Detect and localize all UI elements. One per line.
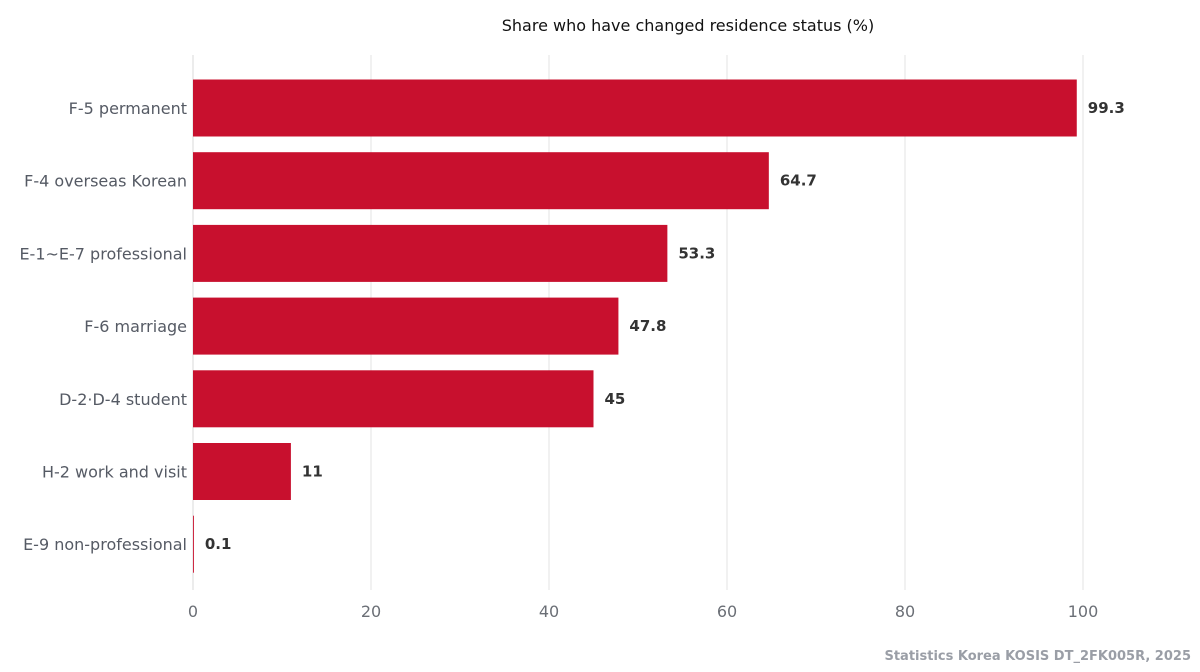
category-label: D-2·D-4 student bbox=[59, 390, 187, 409]
value-label: 53.3 bbox=[678, 244, 715, 262]
value-label: 11 bbox=[302, 463, 323, 481]
value-label: 45 bbox=[605, 390, 626, 408]
source-note: Statistics Korea KOSIS DT_2FK005R, 2025 bbox=[884, 649, 1191, 664]
bar bbox=[193, 152, 769, 210]
value-label: 47.8 bbox=[629, 317, 666, 335]
category-labels: F-5 permanent F-4 overseas Korean E-1~E-7 … bbox=[19, 99, 187, 554]
value-label: 99.3 bbox=[1088, 99, 1125, 117]
x-tick-label: 20 bbox=[361, 602, 381, 621]
chart-title: Share who have changed residence status … bbox=[502, 16, 874, 35]
bar bbox=[193, 224, 668, 282]
category-label: F-4 overseas Korean bbox=[24, 172, 187, 191]
x-tick-label: 60 bbox=[717, 602, 737, 621]
bar bbox=[193, 79, 1077, 137]
x-axis-ticks: 0 20 40 60 80 100 bbox=[188, 602, 1098, 621]
value-label: 64.7 bbox=[780, 172, 817, 190]
bar bbox=[193, 297, 619, 355]
x-tick-label: 100 bbox=[1068, 602, 1099, 621]
x-tick-label: 40 bbox=[539, 602, 559, 621]
bar bbox=[193, 515, 194, 573]
category-label: F-6 marriage bbox=[84, 317, 187, 336]
value-labels: 99.3 64.7 53.3 47.8 45 11 0.1 bbox=[205, 99, 1125, 553]
category-label: F-5 permanent bbox=[69, 99, 187, 118]
x-tick-label: 0 bbox=[188, 602, 198, 621]
value-label: 0.1 bbox=[205, 535, 232, 553]
bar bbox=[193, 370, 594, 428]
category-label: H-2 work and visit bbox=[42, 463, 187, 482]
category-label: E-9 non-professional bbox=[23, 535, 187, 554]
bars bbox=[193, 79, 1077, 573]
x-tick-label: 80 bbox=[895, 602, 915, 621]
bar bbox=[193, 443, 291, 500]
category-label: E-1~E-7 professional bbox=[19, 244, 187, 263]
